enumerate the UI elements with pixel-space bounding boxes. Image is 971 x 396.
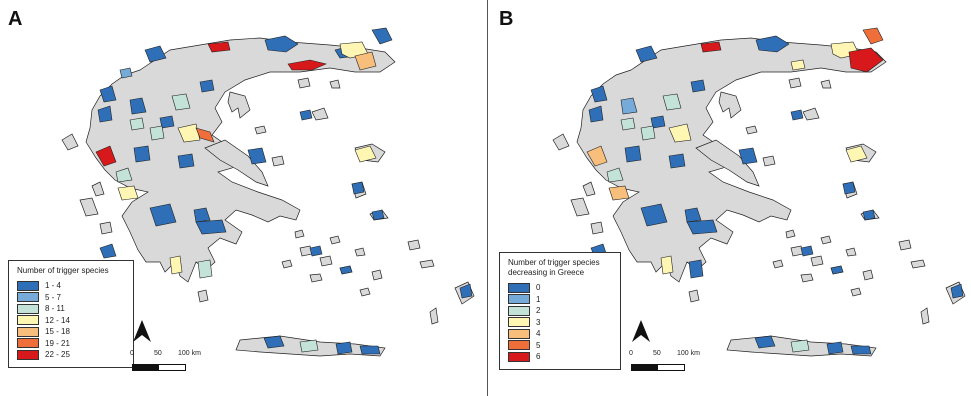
scale-tick-label: 50 (653, 350, 661, 357)
protected-areas (586, 27, 964, 355)
protected-areas (95, 27, 473, 355)
scale-tick-label: 0 (629, 350, 633, 357)
panel-label: A (8, 8, 23, 30)
legend-swatch (17, 338, 39, 349)
legend-entry: 0 (508, 282, 612, 294)
legend-swatch (17, 315, 39, 326)
legend-swatch (17, 303, 39, 314)
legend-entry: 1 - 4 (17, 280, 125, 292)
legend-entry: 19 - 21 (17, 338, 125, 350)
legend-entry: 5 - 7 (17, 292, 125, 304)
north-arrow-icon (632, 320, 650, 342)
legend-entry: 15 - 18 (17, 326, 125, 338)
legend-swatch (17, 349, 39, 360)
legend-title-line: decreasing in Greece (508, 268, 585, 277)
legend-swatch (508, 305, 530, 316)
scale-bar-white (158, 364, 186, 371)
legend-label: 5 - 7 (45, 292, 62, 302)
legend-label: 3 (536, 317, 541, 327)
scale-tick-label: 0 (130, 350, 134, 357)
legend-label: 1 (536, 294, 541, 304)
legend-label: 1 - 4 (45, 281, 62, 291)
legend-swatch (508, 328, 530, 339)
legend-entry: 8 - 11 (17, 303, 125, 315)
scale-bar-black (631, 364, 659, 371)
legend-label: 5 (536, 340, 541, 350)
legend-title: Number of trigger species (17, 266, 125, 276)
legend-swatch (508, 317, 530, 328)
greece-map (61, 27, 475, 357)
legend-label: 15 - 18 (45, 327, 70, 337)
scale-tick-label: 100 km (178, 350, 201, 357)
legend-swatch (17, 292, 39, 303)
legend: Number of trigger species 1 - 4 5 - 7 8 … (8, 260, 134, 368)
scale-bar-black (132, 364, 160, 371)
legend-entry: 6 (508, 351, 612, 363)
legend-title-line: Number of trigger species (508, 258, 600, 267)
scale-tick-label: 100 km (677, 350, 700, 357)
legend-label: 6 (536, 352, 541, 362)
legend-label: 4 (536, 329, 541, 339)
legend-entry: 4 (508, 328, 612, 340)
legend: Number of trigger species decreasing in … (499, 252, 621, 370)
scale-bar-white (657, 364, 685, 371)
legend-entry: 1 (508, 294, 612, 306)
legend-label: 12 - 14 (45, 315, 70, 325)
legend-title: Number of trigger species decreasing in … (508, 258, 612, 278)
legend-label: 22 - 25 (45, 350, 70, 360)
legend-entry: 22 - 25 (17, 349, 125, 361)
map-panel-b: B (491, 0, 971, 396)
legend-entry: 3 (508, 317, 612, 329)
panel-divider (487, 0, 488, 396)
map-panel-a: A (0, 0, 480, 396)
panel-label: B (499, 8, 514, 30)
legend-entry: 5 (508, 340, 612, 352)
legend-label: 2 (536, 306, 541, 316)
scale-tick-label: 50 (154, 350, 162, 357)
legend-swatch (508, 340, 530, 351)
legend-entry: 2 (508, 305, 612, 317)
legend-label: 0 (536, 283, 541, 293)
legend-entry: 12 - 14 (17, 315, 125, 327)
legend-swatch (508, 351, 530, 362)
legend-swatch (17, 326, 39, 337)
legend-label: 19 - 21 (45, 338, 70, 348)
legend-label: 8 - 11 (45, 304, 65, 314)
legend-swatch (17, 280, 39, 291)
scale-bar: 0 50 100 km (130, 350, 201, 376)
legend-title-line: Number of trigger species (17, 266, 109, 275)
greece-map (552, 27, 966, 357)
legend-swatch (508, 282, 530, 293)
scale-bar: 0 50 100 km (629, 350, 700, 376)
legend-swatch (508, 294, 530, 305)
north-arrow-icon (133, 320, 151, 342)
